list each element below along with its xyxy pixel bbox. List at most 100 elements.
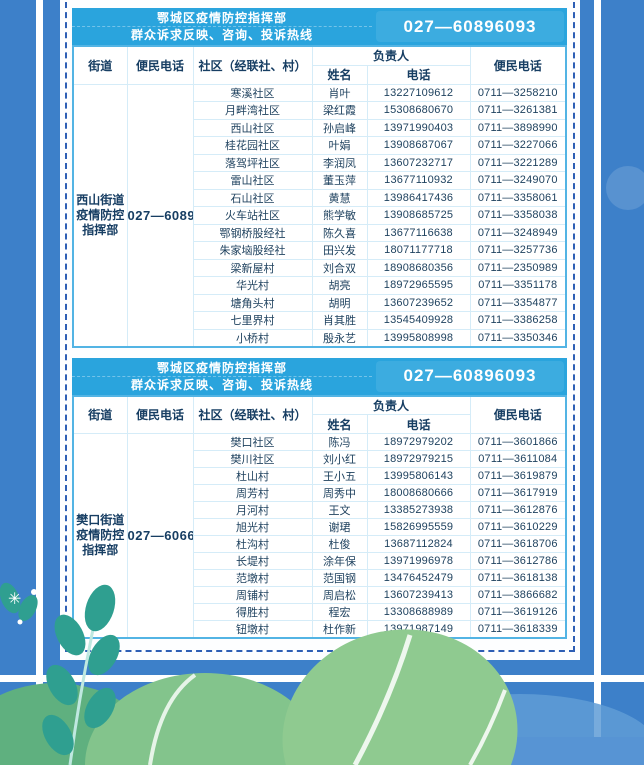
- hotline-cell: 0711—3601866: [469, 433, 567, 451]
- hotline-label: 群众诉求反映、咨询、投诉热线: [72, 26, 372, 43]
- table-head: 街道 便民电话 社区（经联社、村） 负责人 便民电话 姓名 电话: [72, 45, 567, 85]
- community-cell: 月河村: [192, 501, 313, 519]
- leader-name-cell: 黄慧: [311, 188, 368, 207]
- table-row: 鄂钢桥股经社 陈久喜 13677116638 0711—3248949: [73, 223, 567, 242]
- leader-phone-cell: 13677110932: [366, 171, 471, 190]
- leader-name-cell: 涂年保: [311, 552, 368, 570]
- leader-phone-cell: 15826995559: [366, 518, 471, 536]
- left-white-stripe: [36, 0, 43, 765]
- community-cell: 长堤村: [192, 552, 313, 570]
- street-phone-cell: 027—60662190: [126, 433, 194, 639]
- hotline-cell: 0711—3617919: [469, 484, 567, 502]
- table-row: 杜山村 王小五 13995806143 0711—3619879: [73, 467, 567, 485]
- community-cell: 朱家垴股经社: [192, 241, 313, 260]
- table-row: 七里界村 肖其胜 13545409928 0711—3386258: [73, 311, 567, 330]
- hotline-table-fankou: 街道 便民电话 社区（经联社、村） 负责人 便民电话 姓名 电话 樊口街道 疫情防…: [72, 394, 568, 639]
- col-header-community: 社区（经联社、村）: [192, 45, 313, 85]
- community-cell: 塘角头村: [192, 293, 313, 312]
- community-cell: 小桥村: [192, 328, 313, 347]
- col-header-street: 街道: [72, 395, 128, 434]
- community-cell: 樊口社区: [192, 433, 313, 451]
- org-title-block: 鄂城区疫情防控指挥部 群众诉求反映、咨询、投诉热线: [72, 8, 372, 45]
- leader-phone-cell: 18008680666: [366, 484, 471, 502]
- col-header-street: 街道: [72, 45, 128, 85]
- community-cell: 周铺村: [192, 586, 313, 604]
- leader-name-cell: 周秀中: [311, 484, 368, 502]
- leader-phone-cell: 13545409928: [366, 311, 471, 330]
- hotline-table-block-fankou: 鄂城区疫情防控指挥部 群众诉求反映、咨询、投诉热线 027—60896093 街…: [72, 357, 568, 639]
- table-row: 樊川社区 刘小红 18972979215 0711—3611084: [73, 450, 567, 468]
- org-title: 鄂城区疫情防控指挥部: [156, 11, 287, 25]
- leader-name-cell: 王文: [311, 501, 368, 519]
- community-cell: 月畔湾社区: [192, 101, 313, 120]
- leader-name-cell: 陈久喜: [311, 223, 368, 242]
- leader-name-cell: 胡明: [311, 293, 368, 312]
- table-row: 得胜村 程宏 13308688989 0711—3619126: [73, 603, 567, 621]
- community-cell: 鄂钢桥股经社: [192, 223, 313, 242]
- leader-phone-cell: 13971987149: [366, 620, 471, 639]
- hotline-cell: 0711—3610229: [469, 518, 567, 536]
- hotline-cell: 0711—3612786: [469, 552, 567, 570]
- leader-phone-cell: 15308680670: [366, 101, 471, 120]
- community-cell: 火车站社区: [192, 206, 313, 225]
- col-header-conv-phone: 便民电话: [126, 45, 194, 85]
- org-title-block: 鄂城区疫情防控指挥部 群众诉求反映、咨询、投诉热线: [72, 358, 372, 395]
- hotline-cell: 0711—3619126: [469, 603, 567, 621]
- street-name-cell: 樊口街道 疫情防控 指挥部: [72, 433, 128, 639]
- leader-phone-cell: 18972979202: [366, 433, 471, 451]
- hotline-cell: 0711—3386258: [469, 311, 567, 330]
- leader-name-cell: 陈冯: [311, 433, 368, 451]
- table-row: 石山社区 黄慧 13986417436 0711—3358061: [73, 188, 567, 207]
- leader-phone-cell: 13908685725: [366, 206, 471, 225]
- community-cell: 华光村: [192, 276, 313, 295]
- table-row: 雷山社区 董玉萍 13677110932 0711—3249070: [73, 171, 567, 190]
- hotline-cell: 0711—3618706: [469, 535, 567, 553]
- leader-name-cell: 刘合双: [311, 258, 368, 277]
- table-row: 朱家垴股经社 田兴发 18071177718 0711—3257736: [73, 241, 567, 260]
- col-header-phone: 电话: [366, 414, 471, 434]
- community-cell: 钮墩村: [192, 620, 313, 639]
- circle-decoration: [606, 166, 644, 210]
- leader-name-cell: 梁红霞: [311, 101, 368, 120]
- leader-name-cell: 殷永艺: [311, 328, 368, 347]
- table-row: 月畔湾社区 梁红霞 15308680670 0711—3261381: [73, 101, 567, 120]
- col-header-leader: 负责人: [311, 395, 471, 415]
- leader-phone-cell: 13687112824: [366, 535, 471, 553]
- community-cell: 石山社区: [192, 188, 313, 207]
- leader-name-cell: 孙启峰: [311, 118, 368, 137]
- leader-phone-cell: 13995806143: [366, 467, 471, 485]
- col-header-name: 姓名: [311, 414, 368, 434]
- col-header-leader: 负责人: [311, 45, 471, 66]
- col-header-name: 姓名: [311, 64, 368, 85]
- leader-phone-cell: 13385273938: [366, 501, 471, 519]
- hotline-cell: 0711—3866682: [469, 586, 567, 604]
- table-row: 小桥村 殷永艺 13995808998 0711—3350346: [73, 328, 567, 347]
- leader-name-cell: 肖其胜: [311, 311, 368, 330]
- leader-phone-cell: 13971996978: [366, 552, 471, 570]
- leader-name-cell: 董玉萍: [311, 171, 368, 190]
- leader-phone-cell: 18908680356: [366, 258, 471, 277]
- leader-name-cell: 程宏: [311, 603, 368, 621]
- leader-name-cell: 田兴发: [311, 241, 368, 260]
- leader-phone-cell: 18972965595: [366, 276, 471, 295]
- hotline-cell: 0711—3619879: [469, 467, 567, 485]
- table-row: 华光村 胡亮 18972965595 0711—3351178: [73, 276, 567, 295]
- hotline-cell: 0711—3258210: [469, 83, 567, 102]
- leader-name-cell: 刘小红: [311, 450, 368, 468]
- table-header-band: 鄂城区疫情防控指挥部 群众诉求反映、咨询、投诉热线 027—60896093: [72, 357, 567, 395]
- table-row: 周铺村 周启松 13607239413 0711—3866682: [73, 586, 567, 604]
- hotline-cell: 0711—3351178: [469, 276, 567, 295]
- hotline-cell: 0711—3350346: [469, 328, 567, 347]
- leader-phone-cell: 13607232717: [366, 153, 471, 172]
- leader-name-cell: 王小五: [311, 467, 368, 485]
- community-cell: 范墩村: [192, 569, 313, 587]
- community-cell: 梁新屋村: [192, 258, 313, 277]
- street-name-cell: 西山街道 疫情防控 指挥部: [72, 83, 128, 347]
- community-cell: 樊川社区: [192, 450, 313, 468]
- bottom-white-stripe: [0, 675, 644, 682]
- community-cell: 桂花园社区: [192, 136, 313, 155]
- table-row: 火车站社区 熊学敏 13908685725 0711—3358038: [73, 206, 567, 225]
- leader-phone-cell: 13308688989: [366, 603, 471, 621]
- hotline-cell: 0711—3249070: [469, 171, 567, 190]
